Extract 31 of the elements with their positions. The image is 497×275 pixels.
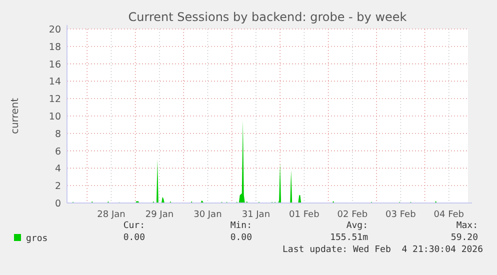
chart-title: Current Sessions by backend: grobe - by week <box>128 10 407 24</box>
x-tick-label: 04 Feb <box>434 210 464 220</box>
x-tick-label: 02 Feb <box>337 210 368 220</box>
y-tick-label: 18 <box>48 42 61 53</box>
text: Min: <box>230 221 252 231</box>
x-tick-label: 29 Jan <box>145 210 174 220</box>
y-tick-label: 0 <box>54 198 61 210</box>
y-tick-label: 12 <box>48 94 61 106</box>
y-tick-label: 6 <box>54 146 61 158</box>
text: 155.51m <box>330 233 368 243</box>
y-tick-label: 8 <box>54 128 61 140</box>
y-tick-label: 10 <box>48 112 61 122</box>
text: 59.20 <box>450 233 478 243</box>
text: Cur: <box>123 221 145 231</box>
x-tick-label: 28 Jan <box>97 210 126 220</box>
y-tick-label: 4 <box>54 164 61 175</box>
legend-label: gros <box>26 234 48 244</box>
text: Last update: Wed Feb 4 21:30:04 2026 <box>282 245 483 255</box>
y-axis-title: current <box>10 98 21 134</box>
text: 0.00 <box>123 233 145 243</box>
text: Avg: <box>346 221 368 231</box>
y-tick-label: 14 <box>48 76 61 88</box>
y-tick-label: 2 <box>54 181 61 192</box>
y-tick-label: 16 <box>48 59 61 70</box>
x-tick-label: 01 Feb <box>289 210 320 220</box>
y-tick-label: 20 <box>48 24 61 36</box>
text: 0.00 <box>230 233 252 243</box>
text: Max: <box>456 221 478 231</box>
x-tick-label: 03 Feb <box>386 210 416 220</box>
x-tick-label: 31 Jan <box>242 210 270 220</box>
x-tick-label: 30 Jan <box>194 210 222 220</box>
